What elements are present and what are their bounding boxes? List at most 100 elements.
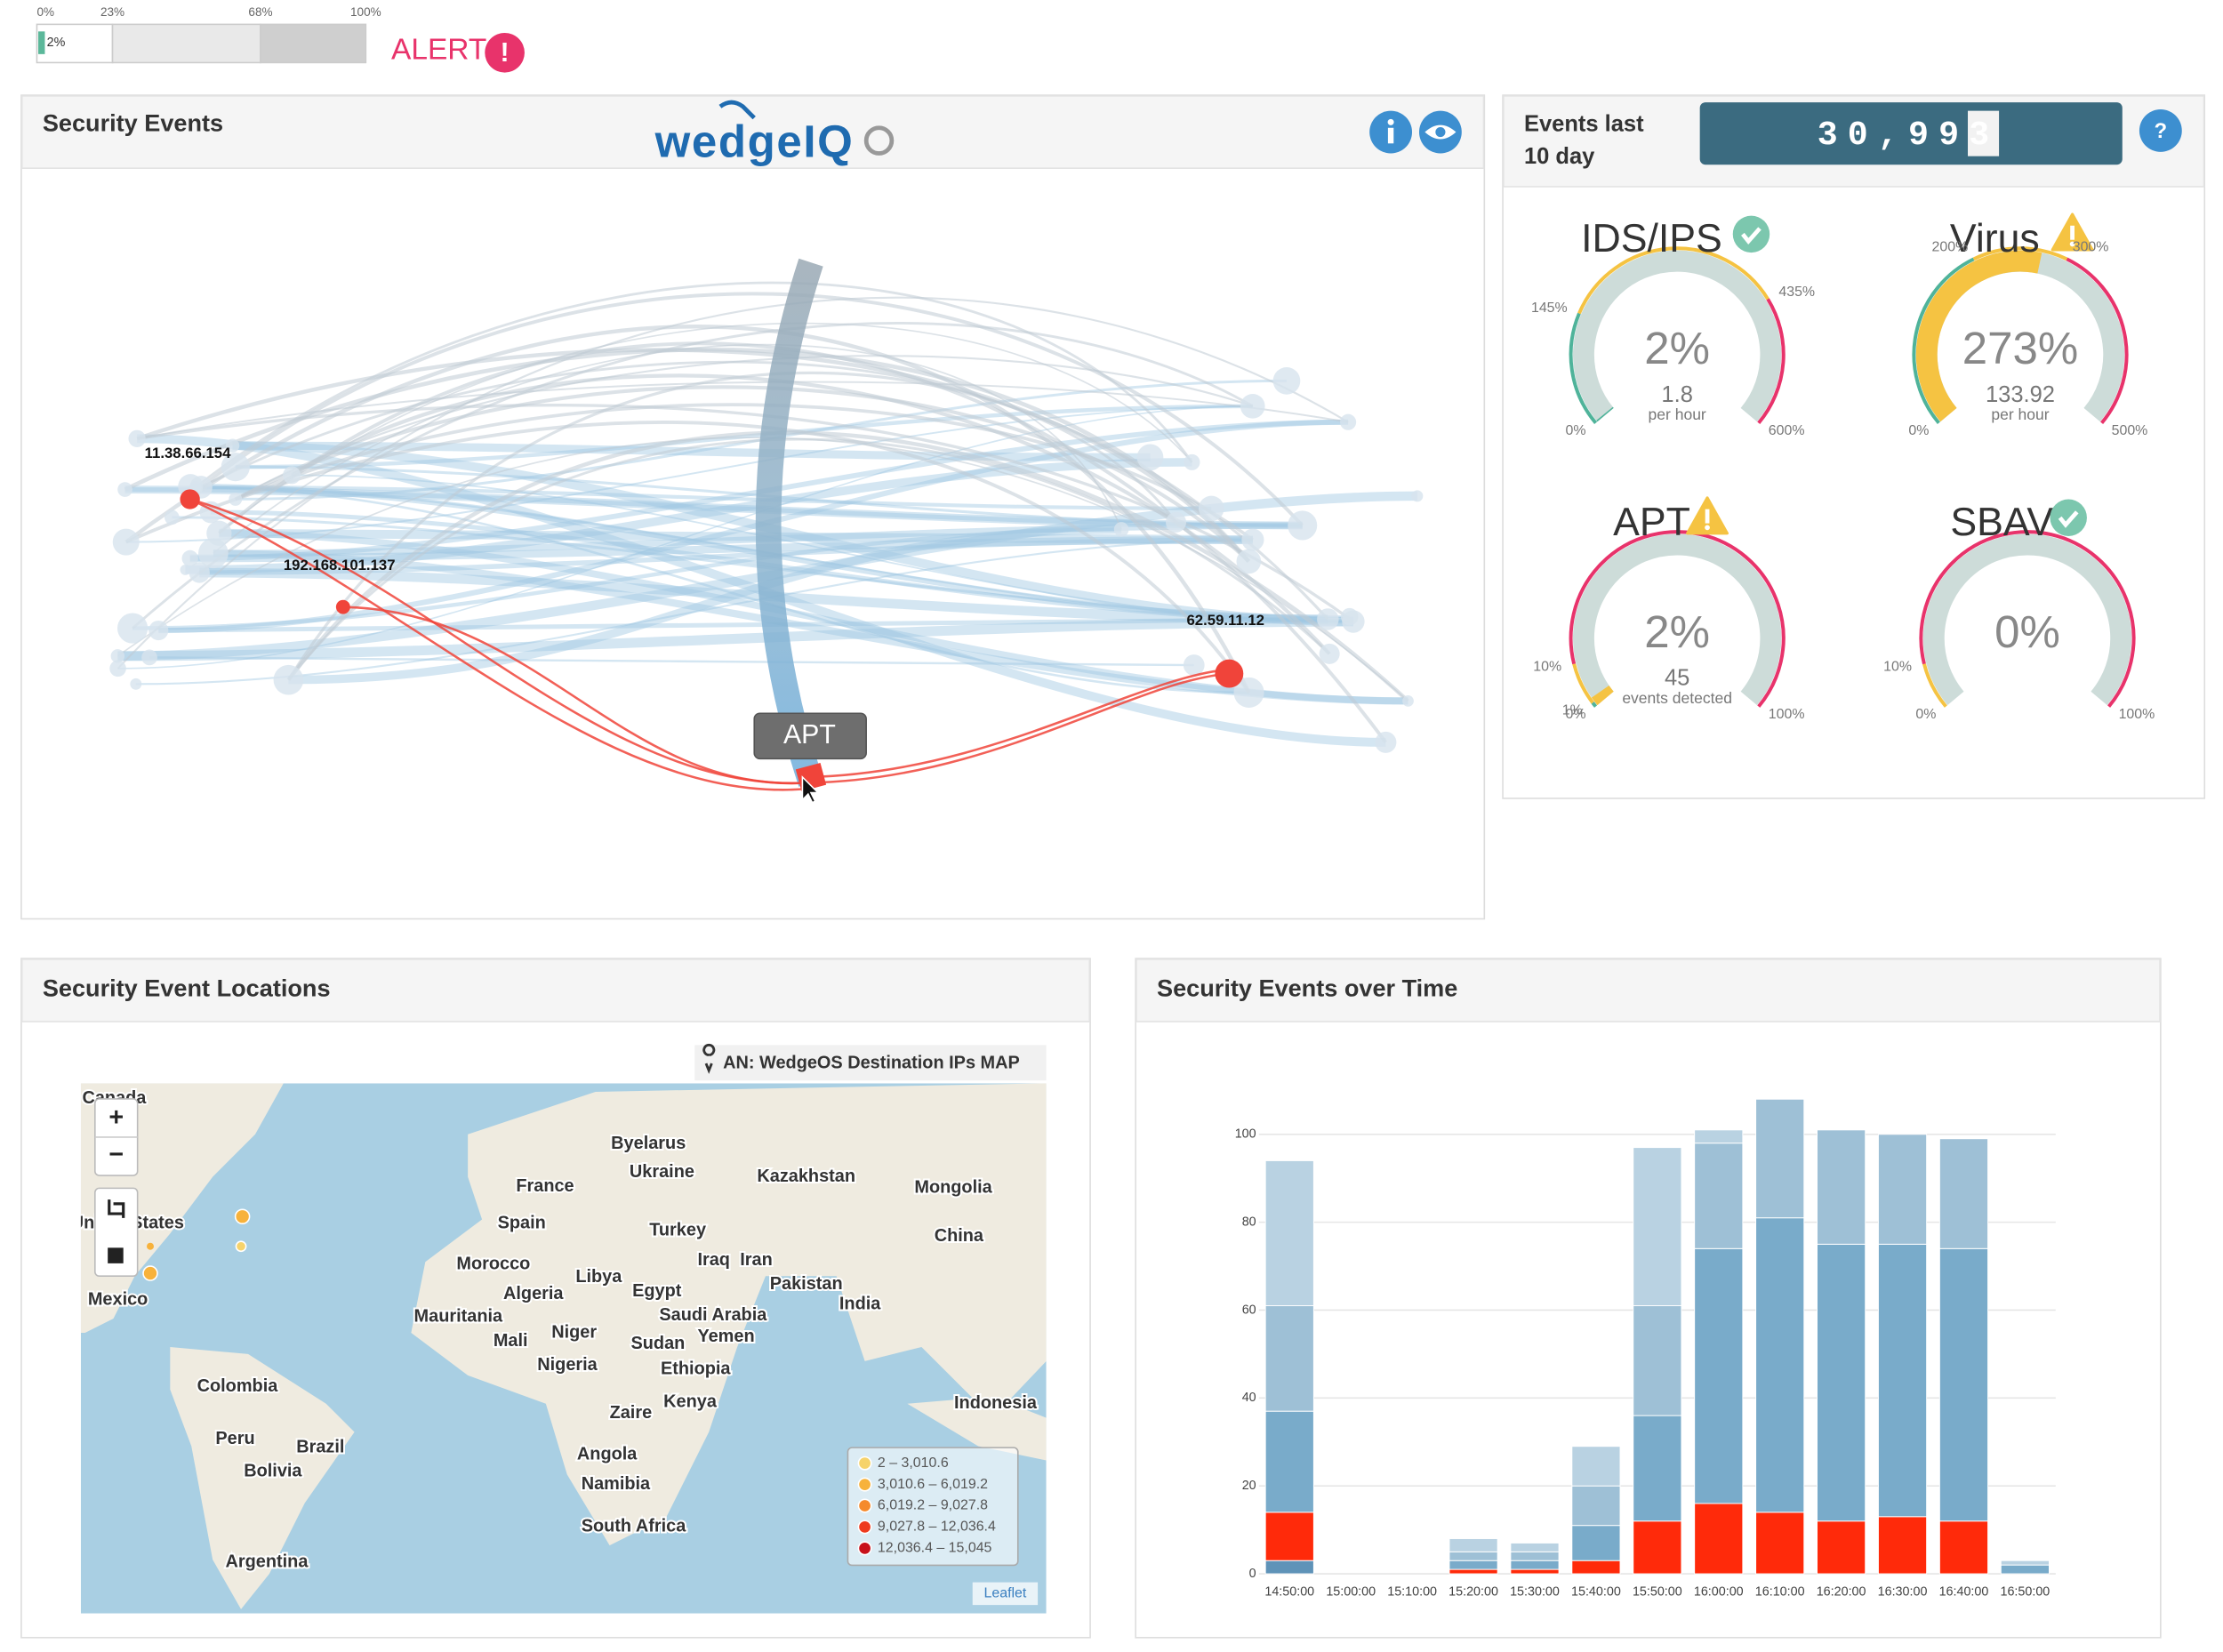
flow-node [112, 528, 140, 556]
flow-link-highlight [342, 605, 808, 785]
bar [2000, 1564, 2050, 1575]
node-label: 192.168.101.137 [284, 557, 396, 573]
map-label: Bolivia [244, 1462, 302, 1481]
bar [1633, 1520, 1682, 1575]
flow-node [1183, 654, 1205, 676]
flow-node [198, 538, 229, 569]
map-label: France [516, 1176, 574, 1196]
progress-label: 2% [47, 36, 66, 50]
map-label: Libya [575, 1267, 622, 1287]
attribution[interactable]: Leaflet [983, 1586, 1026, 1601]
gauge-title: Virus [1950, 217, 2040, 261]
alert-icon: ! [501, 38, 510, 68]
flow-node [164, 509, 180, 525]
flow-link [158, 419, 1349, 634]
bar [1633, 1415, 1682, 1522]
status-ok [1732, 215, 1770, 253]
flow-link [199, 292, 1304, 527]
bar [1817, 1129, 1866, 1245]
flow-node [283, 466, 301, 485]
map-label: Mexico [88, 1290, 148, 1310]
range-segment [111, 23, 261, 64]
land [907, 1396, 1047, 1461]
map-label: Sudan [631, 1334, 686, 1353]
flow-node [109, 660, 126, 678]
bar [1633, 1147, 1682, 1307]
map-label: Yemen [697, 1327, 754, 1346]
map-marker[interactable] [235, 1240, 247, 1253]
bar [1510, 1560, 1560, 1570]
map-label: Algeria [503, 1284, 564, 1303]
bar [1938, 1138, 1989, 1249]
flow-node [1233, 677, 1264, 708]
flow-node [1288, 510, 1318, 541]
gauge-scale-label: 1% [1562, 702, 1583, 718]
node-label: 11.38.66.154 [145, 445, 231, 461]
bar [1694, 1503, 1744, 1575]
gauge-scale-label: 0% [1908, 423, 1929, 438]
zoom-in[interactable]: + [108, 1103, 124, 1132]
flow-node [1340, 607, 1359, 626]
x-tick-label: 15:40:00 [1571, 1585, 1621, 1600]
gauge-scale-label: 10% [1533, 659, 1561, 674]
map-marker[interactable] [142, 1265, 158, 1281]
legend-swatch [857, 1456, 872, 1471]
bar [1877, 1243, 1928, 1518]
help-button-bg [2139, 109, 2182, 152]
flow-link [232, 441, 1353, 627]
map-label: Brazil [296, 1437, 344, 1456]
map-label: Pakistan [770, 1274, 843, 1294]
zoom-out[interactable]: − [108, 1140, 124, 1168]
gauge-band [1912, 257, 1975, 425]
bar [1755, 1512, 1805, 1575]
map-label: Nigeria [537, 1355, 598, 1375]
bar [1571, 1485, 1621, 1527]
bar [1510, 1551, 1560, 1561]
gauge-scale-label: 300% [2073, 240, 2109, 255]
gauge-unit: events detected [1622, 689, 1732, 707]
bar [1755, 1098, 1805, 1219]
map-marker[interactable] [147, 1242, 154, 1250]
bar [2000, 1560, 2050, 1566]
counter-box [1699, 102, 2123, 165]
range-tick-label: 68% [248, 5, 272, 19]
flow-link [218, 322, 1193, 534]
info-button[interactable] [1369, 110, 1413, 154]
gauge-band [1757, 298, 1786, 425]
gauge-scale-label: 600% [1769, 423, 1805, 438]
map-label: Niger [551, 1322, 597, 1342]
status-ok [2050, 499, 2087, 536]
status-warning-mark [2070, 225, 2075, 240]
map-label: Peru [215, 1429, 254, 1448]
flow-node [1236, 549, 1262, 574]
logo-mark [863, 125, 895, 156]
gauge-track [1573, 250, 1782, 422]
flow-link [136, 348, 1251, 563]
gauge-band [1922, 663, 1947, 708]
flow-node [148, 620, 169, 641]
gauge-scale-label: 100% [2119, 707, 2155, 722]
gauge-detail: 45 [1665, 666, 1689, 691]
flow-link [235, 355, 1254, 501]
gauge-band [2066, 257, 2129, 425]
stop-button[interactable] [108, 1247, 124, 1263]
gauge-band [1572, 663, 1594, 704]
bar [1571, 1560, 1621, 1575]
range-tick-label: 0% [36, 5, 54, 19]
bar [1264, 1560, 1314, 1575]
map-label: Ethiopia [661, 1359, 731, 1379]
flow-link [200, 360, 1177, 524]
crop-button[interactable] [108, 1199, 125, 1218]
flow-node [1375, 731, 1397, 753]
flow-node [1317, 608, 1339, 630]
map-marker[interactable] [234, 1208, 251, 1225]
flow-link [132, 321, 1254, 630]
gauge-value-label: 273% [1962, 323, 2078, 373]
flow-node [116, 613, 148, 644]
view-button[interactable] [1418, 110, 1462, 154]
legend-swatch [857, 1498, 872, 1513]
flow-node [1402, 695, 1414, 707]
land [411, 1083, 1047, 1546]
map-label: Kenya [663, 1391, 718, 1411]
flow-link [132, 527, 1122, 630]
